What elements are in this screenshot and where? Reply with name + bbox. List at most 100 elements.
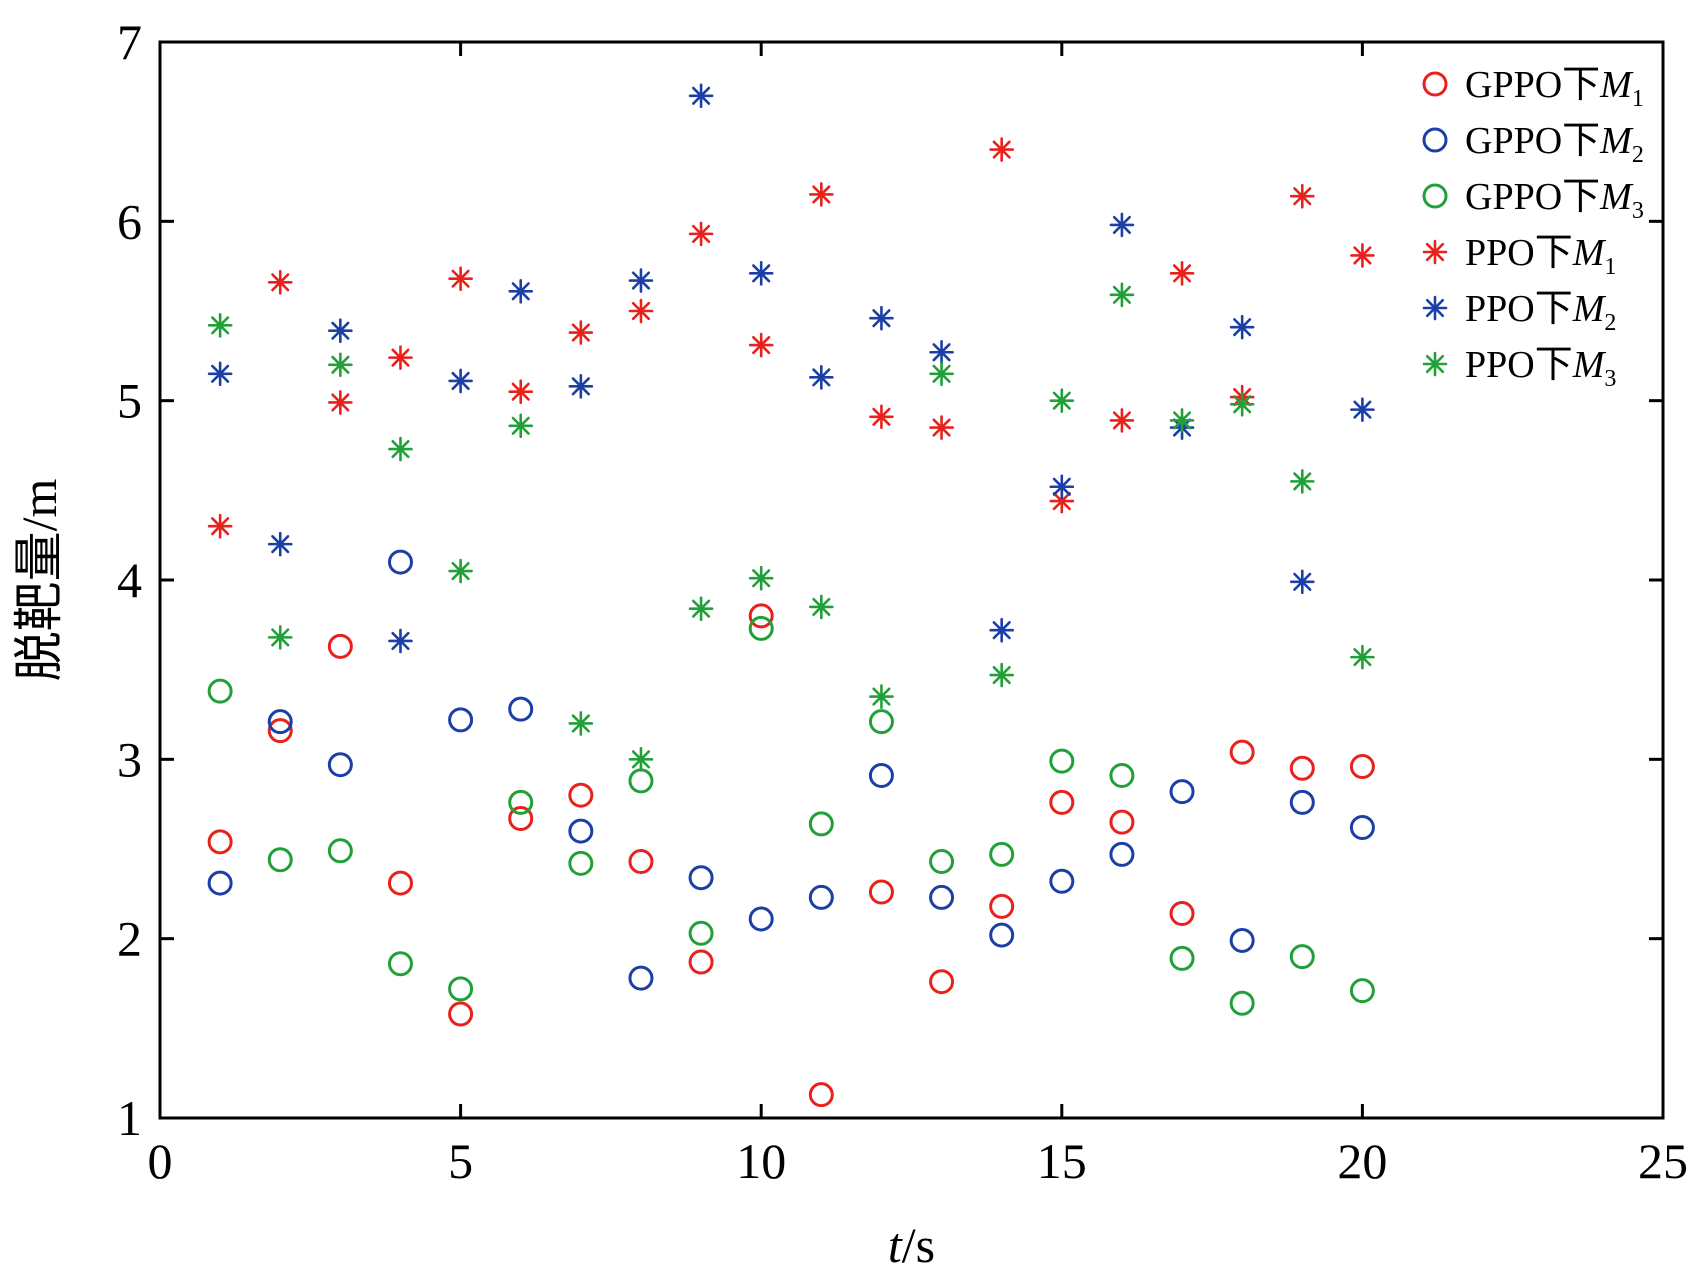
legend-label-subscript: 3 bbox=[1604, 366, 1616, 392]
legend-label-prefix: GPPO下 bbox=[1465, 64, 1600, 106]
data-point bbox=[1169, 901, 1195, 927]
legend-marker bbox=[1422, 71, 1448, 97]
legend-label-prefix: GPPO下 bbox=[1465, 120, 1600, 162]
y-tick-label: 1 bbox=[117, 1090, 142, 1146]
data-point bbox=[207, 313, 233, 338]
data-point bbox=[929, 849, 955, 875]
legend-label: PPO下M1 bbox=[1465, 232, 1616, 280]
data-point bbox=[1350, 397, 1375, 422]
data-point bbox=[868, 709, 894, 735]
x-tick-label: 5 bbox=[448, 1133, 473, 1189]
data-point bbox=[448, 707, 474, 733]
data-point bbox=[869, 305, 894, 331]
data-point bbox=[267, 531, 293, 557]
data-point bbox=[1109, 762, 1135, 788]
data-point bbox=[929, 415, 954, 440]
data-point bbox=[929, 339, 954, 365]
data-point bbox=[748, 615, 774, 641]
data-point bbox=[508, 696, 534, 722]
y-tick-label: 7 bbox=[117, 14, 142, 70]
legend-label-subscript: 1 bbox=[1604, 254, 1616, 280]
data-point bbox=[1109, 408, 1135, 433]
data-point bbox=[688, 596, 714, 621]
data-point bbox=[568, 850, 594, 876]
legend-marker bbox=[1422, 183, 1448, 209]
x-tick-label: 25 bbox=[1638, 1133, 1688, 1189]
data-point bbox=[448, 368, 473, 394]
data-point bbox=[628, 298, 654, 324]
data-point bbox=[628, 268, 654, 293]
y-tick-label: 3 bbox=[117, 731, 142, 787]
data-point bbox=[207, 829, 233, 855]
legend-label-variable: M bbox=[1572, 344, 1607, 386]
legend-label-prefix: PPO下 bbox=[1465, 232, 1573, 274]
legend-label-variable: M bbox=[1572, 232, 1607, 274]
data-point bbox=[989, 922, 1015, 948]
data-point bbox=[748, 565, 774, 591]
data-point bbox=[508, 789, 534, 815]
legend-label-prefix: PPO下 bbox=[1465, 288, 1573, 330]
data-point bbox=[748, 906, 774, 932]
legend-label: GPPO下M3 bbox=[1465, 176, 1644, 224]
data-point bbox=[989, 662, 1014, 688]
data-point bbox=[448, 1001, 474, 1027]
data-point bbox=[1229, 927, 1255, 953]
data-point bbox=[808, 884, 834, 910]
data-point bbox=[207, 361, 233, 387]
data-point bbox=[688, 83, 714, 109]
data-point bbox=[929, 884, 955, 910]
data-point bbox=[1229, 990, 1255, 1016]
data-points bbox=[207, 83, 1375, 1108]
data-point bbox=[1049, 748, 1075, 774]
data-point bbox=[1049, 868, 1075, 894]
data-point bbox=[387, 951, 413, 977]
x-tick-label: 10 bbox=[736, 1133, 786, 1189]
legend-label-variable: M bbox=[1599, 176, 1634, 218]
data-point bbox=[1169, 779, 1195, 805]
legend-item: GPPO下M1 bbox=[1422, 64, 1644, 112]
data-point bbox=[1049, 388, 1075, 413]
data-point bbox=[388, 345, 413, 370]
data-point bbox=[1289, 789, 1315, 815]
data-point bbox=[1229, 391, 1255, 417]
data-point bbox=[1350, 644, 1375, 670]
legend-label-subscript: 2 bbox=[1632, 142, 1644, 168]
legend-label: GPPO下M1 bbox=[1465, 64, 1644, 112]
data-point bbox=[628, 849, 654, 875]
data-point bbox=[989, 893, 1015, 919]
data-point bbox=[808, 811, 834, 837]
data-point bbox=[1289, 569, 1315, 595]
legend-marker bbox=[1422, 295, 1448, 321]
data-point bbox=[628, 747, 654, 772]
data-point bbox=[688, 920, 714, 946]
data-point bbox=[809, 365, 834, 390]
data-point bbox=[508, 413, 534, 439]
x-tick-label: 0 bbox=[148, 1133, 173, 1189]
x-tick-label: 15 bbox=[1037, 1133, 1087, 1189]
data-point bbox=[207, 678, 233, 704]
legend-label-variable: M bbox=[1599, 120, 1634, 162]
data-point bbox=[628, 965, 654, 991]
data-point bbox=[568, 782, 594, 808]
axis-ticks: 0 5 10 15 20 25 1 2 3 4 5 6 7 bbox=[117, 14, 1688, 1189]
data-point bbox=[1350, 243, 1375, 268]
data-point bbox=[207, 513, 233, 539]
legend-label-prefix: GPPO下 bbox=[1465, 176, 1600, 218]
y-axis-title: 脱靶量/m bbox=[11, 479, 67, 682]
data-point bbox=[929, 361, 954, 387]
data-point bbox=[508, 806, 534, 832]
data-point bbox=[1049, 789, 1075, 815]
legend-label: PPO下M3 bbox=[1465, 344, 1616, 392]
y-tick-label: 2 bbox=[117, 911, 142, 967]
data-point bbox=[267, 709, 293, 735]
data-point bbox=[1169, 408, 1195, 433]
data-point bbox=[328, 352, 353, 378]
data-point bbox=[809, 594, 834, 620]
series-4 bbox=[207, 137, 1375, 539]
legend-item: PPO下M2 bbox=[1422, 288, 1616, 336]
data-point bbox=[1109, 809, 1135, 835]
legend-label: PPO下M2 bbox=[1465, 288, 1616, 336]
data-point bbox=[1169, 945, 1195, 971]
legend-item: GPPO下M2 bbox=[1422, 120, 1644, 168]
